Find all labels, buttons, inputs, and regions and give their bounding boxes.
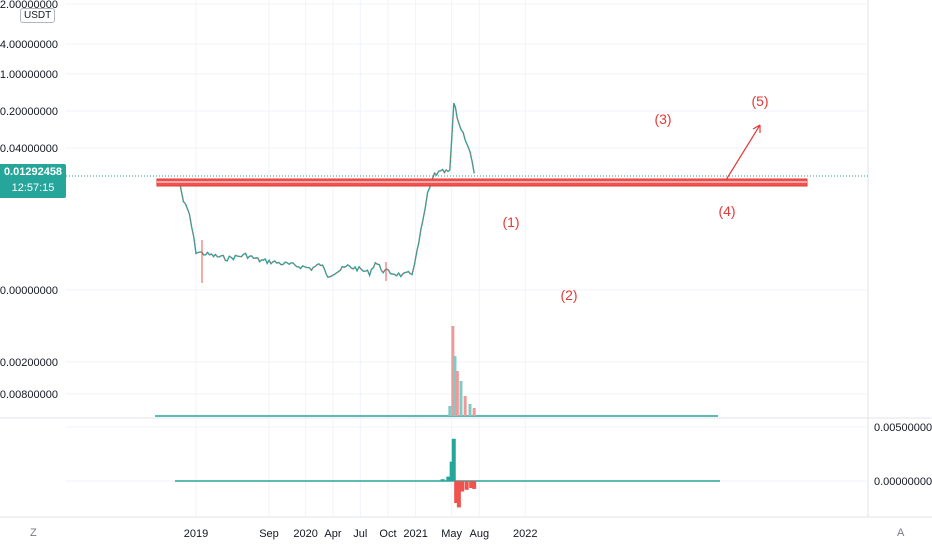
x-tick-label: 2022 bbox=[513, 528, 537, 540]
osc-tick-label: 0.00500000 bbox=[874, 422, 932, 434]
wave-label: (2) bbox=[560, 287, 577, 303]
x-tick-label: Aug bbox=[469, 528, 489, 540]
x-tick-label: Apr bbox=[324, 528, 341, 540]
projection-arrow-line bbox=[725, 124, 761, 181]
volume-bars bbox=[155, 326, 718, 417]
oscillator-bar bbox=[454, 481, 459, 503]
price-series bbox=[178, 102, 475, 283]
volume-bar bbox=[459, 381, 463, 416]
y-tick-label: 4.00000000 bbox=[0, 39, 58, 51]
oscillator-axis-labels: 0.00500000 0.00000000 bbox=[874, 422, 932, 488]
x-tick-label: 2019 bbox=[184, 528, 208, 540]
x-tick-label: Oct bbox=[379, 528, 396, 540]
wave-annotations[interactable]: (1) (2) (3) (4) (5) bbox=[502, 93, 768, 303]
volume-bar bbox=[468, 404, 472, 416]
auto-scale-button[interactable]: A bbox=[897, 527, 905, 539]
price-line-red-candles bbox=[178, 102, 475, 278]
y-tick-label: 1.00000000 bbox=[0, 69, 58, 81]
oscillator-bar bbox=[451, 438, 456, 481]
y-tick-label: -0.00200000 bbox=[0, 357, 58, 369]
wave-label: (5) bbox=[751, 93, 768, 109]
projection-arrow-head bbox=[752, 124, 761, 133]
grid bbox=[0, 0, 932, 518]
x-tick-label: May bbox=[441, 528, 462, 540]
x-tick-label: Sep bbox=[259, 528, 279, 540]
x-tick-label: 2021 bbox=[403, 528, 427, 540]
oscillator-bars bbox=[175, 438, 720, 508]
volume-bar bbox=[451, 326, 455, 416]
volume-bar bbox=[448, 406, 452, 416]
x-tick-label: 2020 bbox=[293, 528, 317, 540]
wave-label: (4) bbox=[718, 203, 735, 219]
y-axis-labels: 22.00000000 4.00000000 1.00000000 0.2000000… bbox=[0, 0, 58, 401]
y-tick-label: 0.04000000 bbox=[0, 143, 58, 155]
osc-tick-label: 0.00000000 bbox=[874, 476, 932, 488]
x-axis-labels[interactable]: 2019 Sep 2020 Apr Jul Oct 2021 May Aug 2022 bbox=[184, 528, 538, 540]
y-tick-label: -0.00800000 bbox=[0, 389, 58, 401]
x-tick-label: Jul bbox=[353, 528, 367, 540]
y-tick-label: 22.00000000 bbox=[0, 0, 58, 11]
oscillator-bar bbox=[460, 481, 465, 492]
price-line bbox=[178, 102, 475, 278]
oscillator-bar bbox=[469, 481, 474, 489]
oscillator-bar bbox=[449, 461, 454, 481]
last-price-tag: 0.01292458 12:57:15 bbox=[0, 164, 66, 198]
wave-label: (1) bbox=[502, 214, 519, 230]
y-tick-label: 0.00000000 bbox=[0, 285, 58, 297]
y-tick-label: 0.20000000 bbox=[0, 106, 58, 118]
oscillator-bar bbox=[472, 481, 477, 489]
timezone-button[interactable]: Z bbox=[30, 527, 37, 539]
volume-bar bbox=[455, 371, 459, 416]
volume-bar bbox=[472, 408, 476, 416]
oscillator-bar bbox=[456, 481, 461, 508]
support-level[interactable] bbox=[156, 178, 808, 187]
oscillator-bar bbox=[440, 479, 445, 481]
oscillator-bar bbox=[446, 476, 451, 481]
last-price-value: 0.01292458 bbox=[3, 166, 63, 178]
wave-label: (3) bbox=[654, 111, 671, 127]
oscillator-bar bbox=[464, 481, 469, 490]
volume-bar bbox=[453, 356, 457, 416]
currency-badge: USDT bbox=[20, 8, 56, 23]
volume-bar bbox=[463, 396, 467, 416]
bar-countdown: 12:57:15 bbox=[11, 182, 55, 194]
